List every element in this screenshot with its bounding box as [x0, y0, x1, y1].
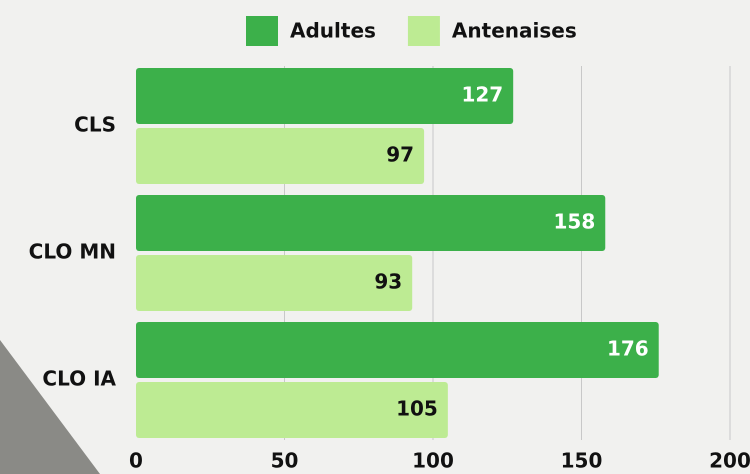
- bar: [136, 128, 424, 184]
- x-tick-label: 200: [709, 449, 750, 473]
- bar: [136, 195, 605, 251]
- value-label: 127: [461, 83, 503, 107]
- value-label: 105: [396, 397, 438, 421]
- y-tick-label: CLS: [74, 113, 116, 137]
- chart: 0 50 100 150 200 127 97 CLS 158 93 CLO MN 176 105 CLO…: [0, 0, 750, 474]
- value-label: 93: [374, 270, 402, 294]
- bar: [136, 255, 412, 311]
- y-tick-label: CLO MN: [29, 240, 116, 264]
- value-label: 97: [386, 143, 414, 167]
- bar: [136, 68, 513, 124]
- x-tick-label: 50: [271, 449, 299, 473]
- value-label: 176: [607, 337, 649, 361]
- legend-swatch: [246, 16, 278, 46]
- legend-label: Adultes: [290, 19, 376, 43]
- y-tick-label: CLO IA: [42, 367, 116, 391]
- photo-corner: [0, 340, 100, 474]
- x-tick-label: 100: [412, 449, 454, 473]
- bar: [136, 322, 659, 378]
- legend-swatch: [408, 16, 440, 46]
- value-label: 158: [554, 210, 596, 234]
- x-tick-label: 0: [129, 449, 143, 473]
- legend-label: Antenaises: [452, 19, 577, 43]
- x-tick-label: 150: [561, 449, 603, 473]
